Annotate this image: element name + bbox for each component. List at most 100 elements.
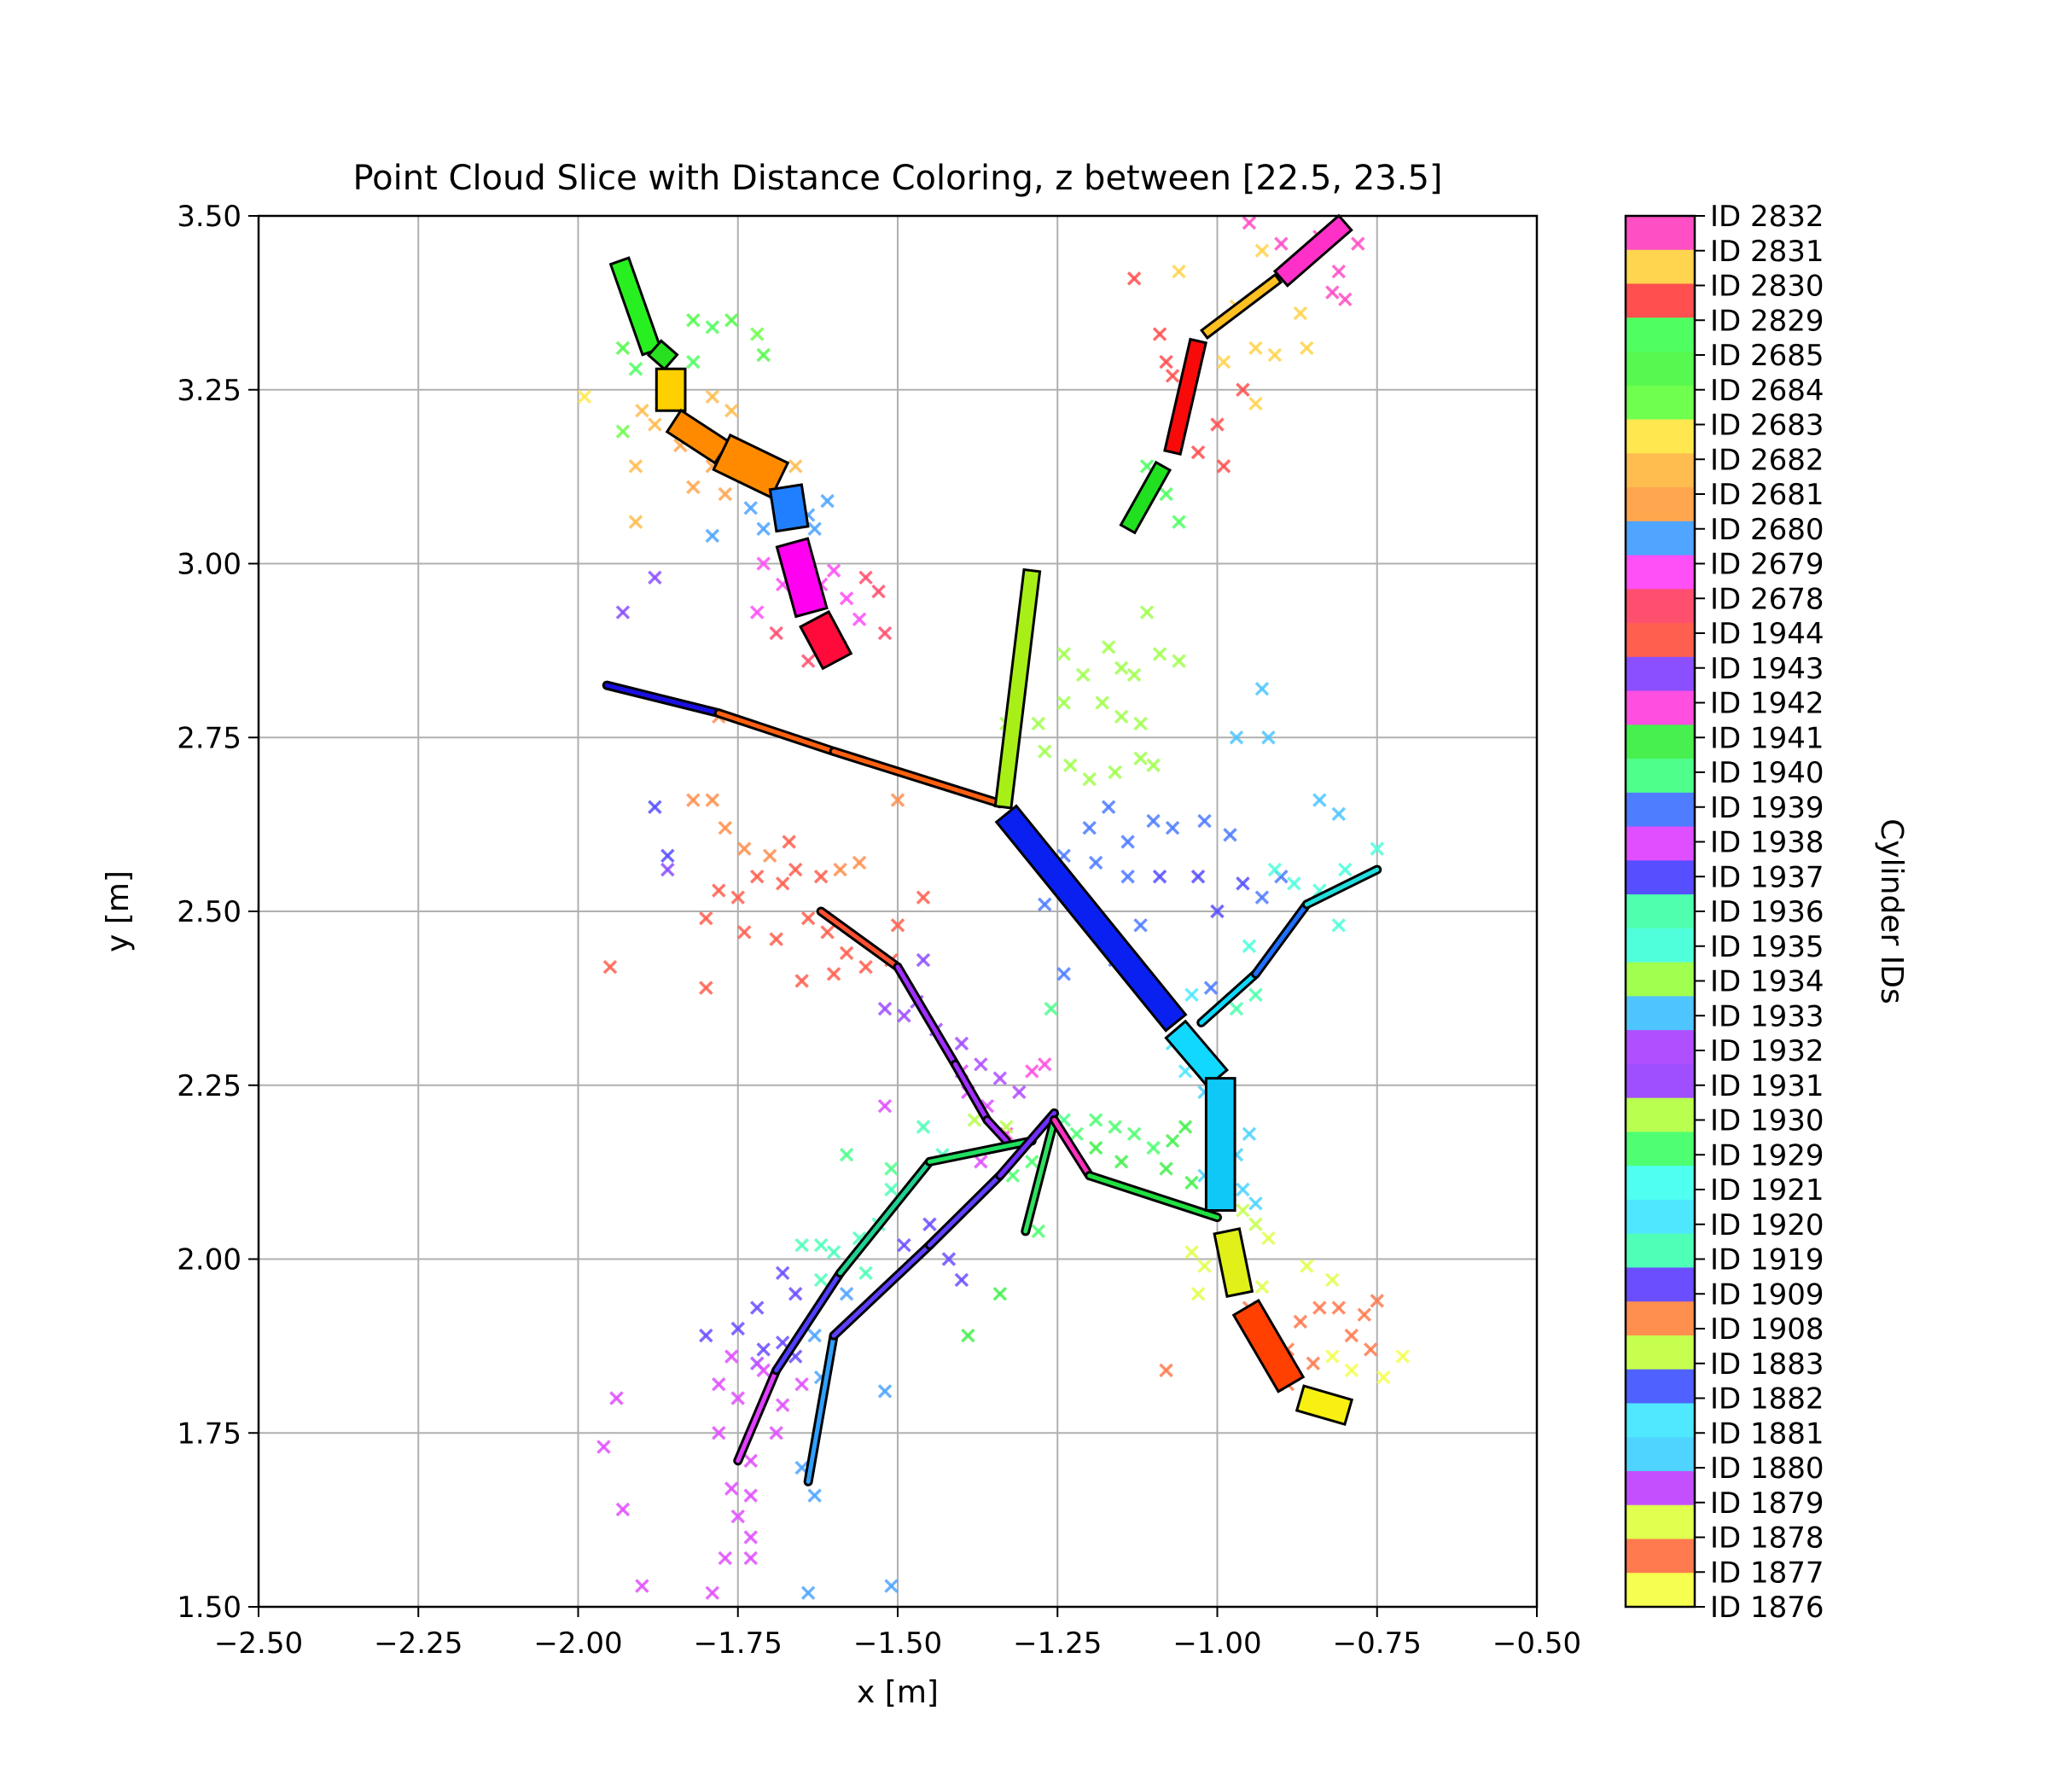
scatter-point-stroke: [839, 945, 854, 961]
scatter-point-stroke: [916, 890, 931, 905]
scatter-point-stroke: [1216, 354, 1231, 369]
scatter-point-stroke: [769, 1426, 783, 1440]
colorbar-swatch: [1626, 521, 1695, 556]
y-tick-label: 3.25: [177, 374, 241, 408]
scatter-point: [1254, 243, 1270, 258]
scatter-point-stroke: [1236, 876, 1250, 891]
scatter-point: [1325, 1349, 1340, 1364]
cylinder-segment: [1295, 1384, 1354, 1427]
cylinder-segment: [646, 339, 679, 371]
colorbar-swatch: [1626, 1539, 1695, 1574]
scatter-point-stroke: [1242, 1126, 1257, 1142]
scatter-point: [1031, 1224, 1046, 1239]
scatter-point-stroke: [686, 354, 701, 369]
scatter-point-stroke: [1190, 445, 1206, 460]
scatter-point-stroke: [884, 1161, 899, 1176]
scatter-point-stroke: [1267, 347, 1283, 363]
colorbar-swatch: [1626, 555, 1695, 590]
scatter-point: [615, 424, 631, 439]
scatter-point-stroke: [1293, 1314, 1308, 1329]
scatter-point: [807, 1328, 822, 1343]
scatter-point-stroke: [686, 793, 701, 807]
scatter-point: [788, 1287, 803, 1301]
scatter-point-stroke: [1325, 285, 1340, 300]
scatter-point-stroke: [660, 862, 675, 877]
scatter-point: [1056, 647, 1071, 661]
scatter-point-stroke: [743, 1551, 758, 1566]
scatter-point: [743, 1530, 758, 1545]
scatter-point-stroke: [890, 918, 905, 933]
scatter-point-stroke: [1248, 340, 1263, 356]
scatter-point: [686, 793, 701, 807]
cylinder-segment: [768, 483, 810, 533]
scatter-point: [705, 528, 720, 544]
scatter-point-stroke: [615, 424, 631, 439]
scatter-point-stroke: [1293, 305, 1308, 321]
colorbar-swatch: [1626, 1199, 1695, 1235]
scatter-point-stroke: [794, 1237, 809, 1253]
scatter-point-stroke: [756, 521, 771, 536]
scatter-point-stroke: [1357, 1307, 1372, 1322]
scatter-point: [1114, 660, 1129, 675]
scatter-point: [1120, 870, 1135, 884]
scatter-point-stroke: [1364, 1342, 1378, 1357]
scatter-point: [699, 980, 713, 995]
colorbar-swatch: [1626, 317, 1695, 352]
colorbar-swatch: [1626, 249, 1695, 285]
scatter-point: [1088, 855, 1103, 870]
scatter-point: [743, 1488, 758, 1503]
scatter-point: [1178, 1120, 1193, 1134]
scatter-point-stroke: [1172, 654, 1186, 668]
branch-segment: [998, 1110, 1057, 1178]
scatter-point-stroke: [596, 1440, 611, 1454]
x-tick-label: −1.25: [1013, 1626, 1102, 1661]
scatter-point: [1254, 681, 1270, 696]
scatter-point: [769, 625, 783, 641]
scatter-point: [794, 1376, 809, 1392]
scatter-point-stroke: [712, 883, 726, 898]
scatter-point: [826, 967, 841, 981]
branch-segment: [1253, 902, 1309, 976]
scatter-point: [1178, 1064, 1193, 1079]
colorbar-swatch: [1626, 826, 1695, 861]
scatter-point: [1044, 1001, 1058, 1016]
scatter-point-stroke: [1331, 918, 1347, 933]
scatter-point-stroke: [1031, 716, 1046, 731]
scatter-point: [1114, 1155, 1129, 1169]
colorbar-frame: [1624, 214, 1696, 1609]
scatter-point-stroke: [877, 625, 893, 641]
scatter-point-stroke: [749, 1356, 765, 1370]
scatter-point: [1293, 1314, 1308, 1329]
scatter-point: [800, 1585, 816, 1600]
colorbar-tick-label: ID 2681: [1710, 478, 1824, 512]
scatter-point-stroke: [788, 1349, 803, 1364]
scatter-point: [1031, 716, 1046, 731]
scatter-point: [813, 870, 829, 884]
scatter-point-stroke: [1395, 1349, 1410, 1364]
branch-segment: [1199, 971, 1258, 1025]
colorbar-swatch: [1626, 1369, 1695, 1404]
scatter-point-stroke: [1261, 1231, 1276, 1246]
colorbar-swatch: [1626, 656, 1695, 692]
scatter-point-stroke: [775, 1265, 790, 1281]
scatter-point: [1229, 730, 1244, 745]
scatter-point: [1242, 215, 1257, 230]
scatter-point-stroke: [884, 1579, 899, 1593]
scatter-point: [1267, 347, 1283, 363]
scatter-point: [1159, 1363, 1173, 1378]
scatter-point: [1210, 904, 1225, 919]
colorbar-tick-label: ID 1941: [1710, 721, 1824, 755]
scatter-point-stroke: [699, 911, 713, 926]
scatter-point-stroke: [749, 605, 765, 620]
scatter-point-stroke: [1344, 1328, 1359, 1343]
scatter-point: [1172, 264, 1186, 279]
scatter-point: [1152, 870, 1167, 884]
scatter-point: [1133, 751, 1148, 765]
scatter-point: [749, 1300, 765, 1315]
scatter-point: [749, 327, 765, 341]
x-tick-label: −0.75: [1333, 1626, 1422, 1661]
scatter-point-stroke: [615, 340, 631, 356]
scatter-point-stroke: [1025, 1155, 1039, 1169]
scatter-point-stroke: [1287, 876, 1301, 891]
